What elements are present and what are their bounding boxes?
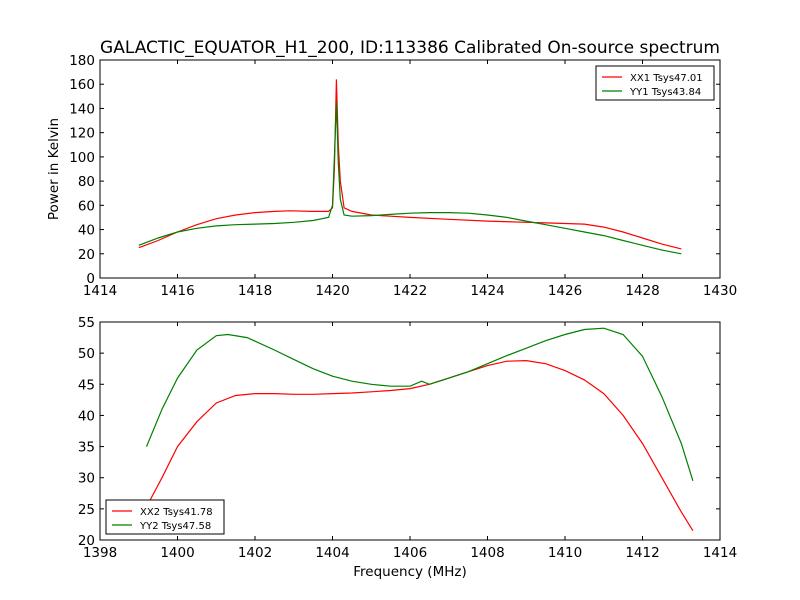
top-x-tick-label: 1428 — [625, 283, 659, 299]
top-series-line-1 — [138, 79, 682, 250]
top-x-tick-label: 1420 — [315, 283, 349, 299]
bottom-x-tick-label: 1412 — [625, 545, 659, 561]
top-x-tick-label: 1424 — [470, 283, 504, 299]
bottom-y-tick-label: 30 — [78, 471, 95, 487]
bottom-legend-box — [105, 499, 225, 535]
top-y-tick-label: 60 — [78, 198, 95, 214]
top-y-tick-label: 40 — [78, 223, 95, 239]
top-y-tick-label: 160 — [69, 77, 95, 93]
top-x-tick-label: 1426 — [548, 283, 582, 299]
top-legend-box — [595, 65, 715, 101]
bottom-y-tick-label: 45 — [78, 377, 95, 393]
bottom-y-tick-label: 25 — [78, 502, 95, 518]
top-y-axis-label: Power in Kelvin — [46, 118, 62, 220]
top-x-tick-label: 1416 — [160, 283, 194, 299]
top-y-tick-label: 100 — [69, 150, 95, 166]
top-legend-label-1: XX1 Tsys47.01 — [630, 73, 703, 84]
bottom-y-tick-label: 20 — [78, 533, 95, 549]
bottom-x-tick-label: 1400 — [160, 545, 194, 561]
bottom-legend-label-2: YY2 Tsys47.58 — [139, 521, 211, 532]
top-y-tick-label: 20 — [78, 247, 95, 263]
bottom-y-tick-label: 35 — [78, 440, 95, 456]
bottom-spectrum-plot: 1398 1400 1402 1404 1406 1408 1410 1412 1414 20 25… — [78, 315, 737, 580]
top-legend-label-2: YY1 Tsys43.84 — [629, 87, 701, 98]
bottom-x-tick-label: 1406 — [393, 545, 427, 561]
bottom-x-axis-label: Frequency (MHz) — [353, 564, 466, 580]
bottom-x-tick-label: 1402 — [238, 545, 272, 561]
bottom-x-tick-label: 1404 — [315, 545, 349, 561]
top-y-tick-label: 180 — [69, 53, 95, 69]
top-legend: XX1 Tsys47.01 YY1 Tsys43.84 — [595, 65, 715, 101]
top-y-tick-label: 0 — [86, 271, 95, 287]
bottom-x-tick-label: 1410 — [548, 545, 582, 561]
figure-title: GALACTIC_EQUATOR_H1_200, ID:113386 Calib… — [100, 38, 720, 58]
bottom-x-tick-label: 1408 — [470, 545, 504, 561]
top-x-tick-label: 1430 — [703, 283, 737, 299]
top-x-tick-label: 1418 — [238, 283, 272, 299]
top-series-line-2 — [138, 102, 682, 255]
top-x-tick-label: 1422 — [393, 283, 427, 299]
bottom-legend: XX2 Tsys41.78 YY2 Tsys47.58 — [105, 499, 225, 535]
bottom-series-line-1 — [149, 359, 694, 532]
bottom-y-tick-label: 40 — [78, 408, 95, 424]
top-spectrum-plot: 1414 1416 1418 1420 1422 1424 1426 1428 1430 0 20 4… — [46, 53, 737, 299]
bottom-x-tick-label: 1414 — [703, 545, 737, 561]
top-x-tick-label: 1414 — [83, 283, 117, 299]
top-y-tick-label: 80 — [78, 174, 95, 190]
top-y-tick-label: 140 — [69, 101, 95, 117]
bottom-x-tick-label: 1398 — [83, 545, 117, 561]
bottom-legend-label-1: XX2 Tsys41.78 — [140, 507, 213, 518]
top-y-tick-label: 120 — [69, 126, 95, 142]
bottom-y-tick-label: 50 — [78, 346, 95, 362]
bottom-series-line-2 — [145, 327, 694, 481]
bottom-y-tick-label: 55 — [78, 315, 95, 331]
